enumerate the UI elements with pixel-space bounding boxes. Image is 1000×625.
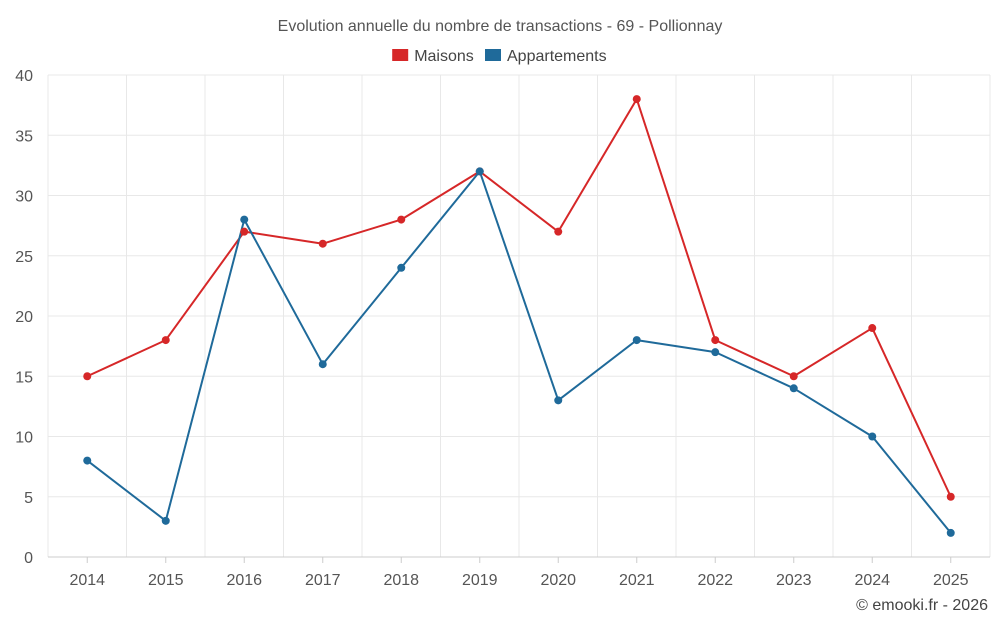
legend: Maisons Appartements (392, 48, 607, 65)
y-tick-label: 0 (24, 550, 33, 567)
data-point-appartements (711, 348, 720, 357)
data-point-appartements (946, 528, 955, 537)
y-tick-label: 40 (15, 68, 33, 85)
x-tick-label: 2019 (462, 572, 498, 589)
y-tick-label: 20 (15, 309, 33, 326)
data-point-maisons (161, 336, 170, 345)
x-tick-label: 2016 (226, 572, 262, 589)
credit-text: © emooki.fr - 2026 (856, 597, 988, 614)
data-point-appartements (475, 167, 484, 176)
chart-title: Evolution annuelle du nombre de transact… (278, 18, 723, 35)
data-point-appartements (83, 456, 92, 465)
x-tick-label: 2021 (619, 572, 655, 589)
data-point-appartements (554, 396, 563, 405)
x-tick-label: 2015 (148, 572, 184, 589)
data-point-maisons (397, 215, 406, 224)
data-point-appartements (868, 432, 877, 441)
series-group (83, 95, 955, 537)
legend-swatch-appartements (485, 49, 501, 61)
gridlines (47, 74, 991, 557)
data-point-maisons (318, 239, 327, 248)
x-tick-label: 2025 (933, 572, 969, 589)
x-tick-label: 2014 (69, 572, 105, 589)
data-point-maisons (789, 372, 798, 381)
x-tick-label: 2020 (540, 572, 576, 589)
legend-label-maisons: Maisons (414, 48, 474, 65)
data-point-appartements (318, 360, 327, 369)
data-point-maisons (711, 336, 720, 345)
x-tick-label: 2024 (854, 572, 890, 589)
x-tick-label: 2022 (697, 572, 733, 589)
y-tick-label: 35 (15, 128, 33, 145)
data-point-maisons (632, 95, 641, 104)
x-tick-label: 2023 (776, 572, 812, 589)
y-tick-label: 10 (15, 430, 33, 447)
data-point-maisons (240, 227, 249, 236)
legend-swatch-maisons (392, 49, 409, 61)
series-line-maisons (86, 98, 952, 498)
data-point-maisons (868, 324, 877, 333)
data-point-appartements (397, 263, 406, 272)
x-tick-label: 2017 (305, 572, 341, 589)
y-tick-label: 15 (15, 369, 33, 386)
y-tick-label: 5 (24, 490, 33, 507)
data-point-appartements (789, 384, 798, 393)
y-tick-label: 25 (15, 249, 33, 266)
data-point-maisons (83, 372, 92, 381)
y-tick-label: 30 (15, 189, 33, 206)
data-point-appartements (240, 215, 249, 224)
legend-label-appartements: Appartements (507, 48, 607, 65)
data-point-appartements (632, 336, 641, 345)
data-point-maisons (946, 492, 955, 501)
series-line-appartements (86, 170, 952, 534)
data-point-maisons (554, 227, 563, 236)
data-point-appartements (161, 516, 170, 525)
x-tick-label: 2018 (383, 572, 419, 589)
